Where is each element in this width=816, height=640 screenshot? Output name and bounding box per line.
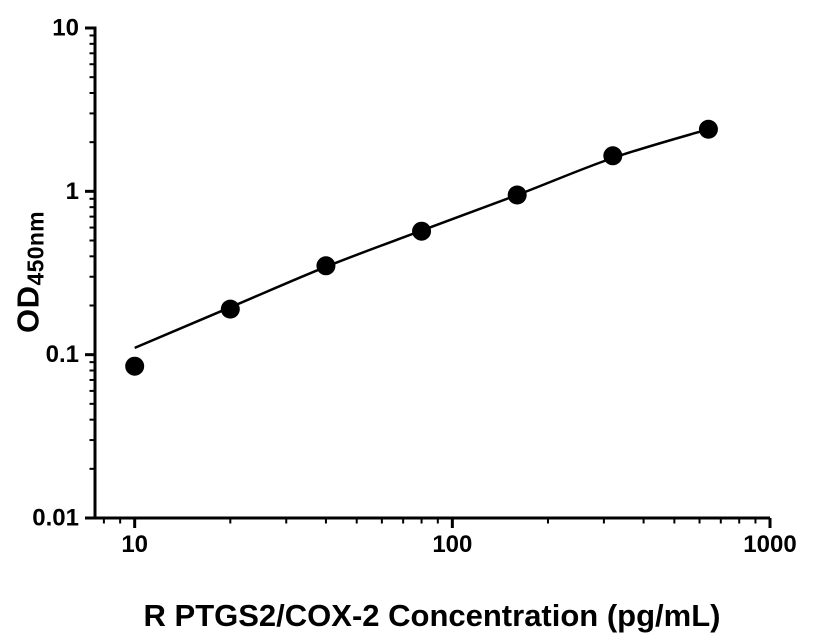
y-tick-label: 0.1 <box>46 341 79 368</box>
x-axis-title: R PTGS2/COX-2 Concentration (pg/mL) <box>143 598 721 633</box>
y-tick-label: 0.01 <box>32 505 79 532</box>
data-point <box>603 146 623 166</box>
data-point <box>316 256 336 276</box>
y-axis-title: OD450nm <box>10 211 49 333</box>
y-axis-title-main: OD <box>10 285 46 333</box>
y-axis-title-subscript: 450nm <box>22 211 49 286</box>
y-tick-label: 1 <box>66 178 79 205</box>
x-tick-label: 100 <box>432 531 472 558</box>
data-point <box>507 185 527 205</box>
data-point <box>220 299 240 319</box>
data-point <box>125 356 145 376</box>
axes-spines <box>93 26 770 520</box>
x-tick-label: 1000 <box>743 531 796 558</box>
data-point <box>412 221 432 241</box>
y-tick-label: 10 <box>52 15 79 42</box>
data-point <box>698 119 718 139</box>
x-tick-label: 10 <box>121 531 148 558</box>
